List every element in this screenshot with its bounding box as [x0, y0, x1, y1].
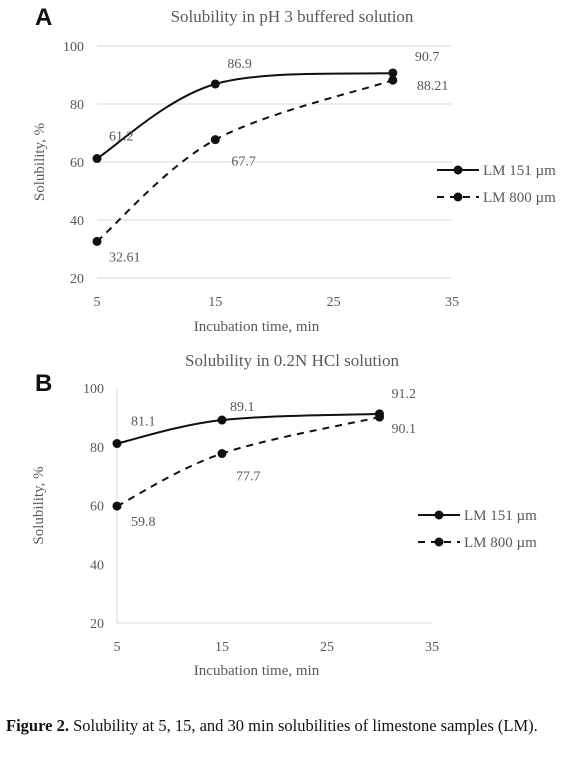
chart-b-legend-marker-1 — [434, 510, 444, 520]
chart-a-x-axis-label: Incubation time, min — [194, 319, 320, 335]
chart-a-data-label: 90.7 — [415, 50, 440, 65]
chart-a-x-tick-label: 25 — [327, 295, 341, 310]
chart-a-legend-label-1: LM 151 µm — [483, 163, 556, 179]
chart-b-y-tick-label: 80 — [90, 441, 104, 456]
chart-a-y-tick-label: 40 — [70, 214, 84, 229]
figure-caption: Figure 2. Solubility at 5, 15, and 30 mi… — [6, 716, 582, 736]
figure-canvas: A Solubility in pH 3 buffered solution 20 4… — [31, 4, 556, 679]
chart-b-y-tick-label: 60 — [90, 500, 104, 515]
chart-b-data-label: 89.1 — [230, 400, 255, 415]
chart-a-y-tick-label: 60 — [70, 156, 84, 171]
chart-b-legend-label-2: LM 800 µm — [464, 535, 537, 551]
chart-b-legend-marker-2 — [434, 537, 444, 547]
chart-b-y-tick-label: 40 — [90, 558, 104, 573]
chart-b-data-label: 91.2 — [392, 387, 417, 402]
chart-a-data-point — [388, 75, 398, 85]
chart-b-y-tick-label: 100 — [83, 382, 104, 397]
chart-a-data-label: 32.61 — [109, 250, 141, 265]
chart-a-x-tick-label: 5 — [94, 295, 101, 310]
chart-a-panel-letter: A — [35, 4, 52, 31]
chart-a-data-label: 88.21 — [417, 79, 449, 94]
chart-a-legend-marker-1 — [453, 165, 463, 175]
chart-a-data-label: 67.7 — [231, 155, 256, 170]
chart-a-legend-label-2: LM 800 µm — [483, 190, 556, 206]
chart-a-title: Solubility in pH 3 buffered solution — [171, 7, 414, 26]
chart-a-y-axis-label: Solubility, % — [32, 123, 48, 201]
chart-b-data-point — [217, 415, 227, 425]
chart-b-data-point — [375, 412, 384, 422]
chart-b-y-axis-label: Solubility, % — [31, 466, 47, 544]
chart-a-data-label: 86.9 — [227, 57, 252, 72]
chart-b-x-axis-label: Incubation time, min — [194, 663, 320, 679]
chart-a-data-point — [210, 79, 220, 89]
chart-a-y-tick-label: 80 — [70, 98, 84, 113]
chart-a-legend-marker-2 — [453, 192, 463, 202]
chart-a-x-tick-label: 15 — [208, 295, 222, 310]
chart-b-series-line-2 — [116, 416, 380, 507]
chart-a-data-point — [210, 135, 220, 145]
chart-b-x-tick-label: 5 — [114, 640, 121, 655]
chart-b-legend-label-1: LM 151 µm — [464, 508, 537, 524]
chart-b-x-tick-label: 35 — [425, 640, 439, 655]
chart-a-x-tick-label: 35 — [445, 295, 459, 310]
chart-b-data-label: 77.7 — [236, 470, 261, 485]
chart-b-data-label: 59.8 — [131, 515, 156, 530]
chart-a-series-line-1 — [96, 71, 393, 160]
chart-a-y-tick-label: 20 — [70, 272, 84, 287]
chart-b-data-point — [112, 439, 122, 449]
chart-b-data-point — [217, 449, 227, 459]
chart-b-data-point — [112, 501, 122, 511]
chart-b-y-tick-label: 20 — [90, 617, 104, 632]
caption-text: Solubility at 5, 15, and 30 min solubili… — [73, 716, 538, 735]
chart-a-data-point — [388, 68, 398, 78]
chart-a-data-label: 61.2 — [109, 130, 134, 145]
chart-b-x-tick-label: 25 — [320, 640, 334, 655]
chart-a-data-point — [92, 154, 102, 164]
caption-label: Figure 2. — [6, 716, 69, 735]
chart-a-y-tick-label: 100 — [63, 40, 84, 55]
chart-b-data-label: 81.1 — [131, 415, 156, 430]
chart-b-data-label: 90.1 — [392, 422, 417, 437]
chart-b-panel-letter: B — [35, 370, 52, 397]
chart-b-title: Solubility in 0.2N HCl solution — [185, 351, 399, 370]
chart-b-series-line-1 — [116, 412, 380, 445]
chart-a-data-point — [92, 236, 102, 246]
chart-b-x-tick-label: 15 — [215, 640, 229, 655]
